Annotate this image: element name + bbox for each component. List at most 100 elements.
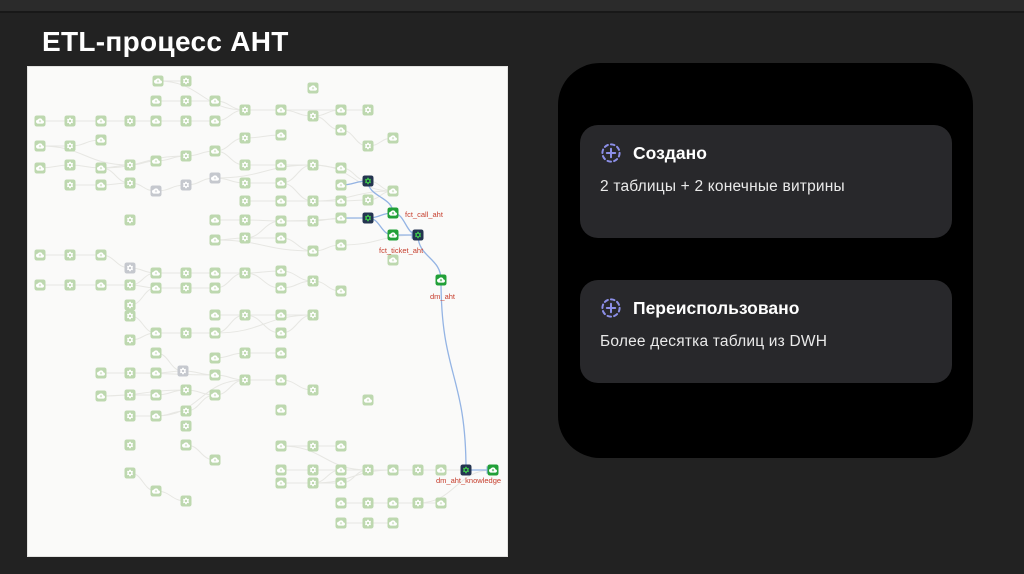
graph-node-cloud-icon[interactable] (387, 185, 399, 197)
graph-node-gear-icon[interactable] (180, 267, 192, 279)
graph-node-gear-icon[interactable] (307, 477, 319, 489)
graph-node-cloud-icon[interactable] (275, 347, 287, 359)
graph-node-cloud-icon[interactable] (34, 249, 46, 261)
graph-node-gear-icon[interactable] (239, 267, 251, 279)
graph-node-cloud-icon[interactable] (275, 195, 287, 207)
graph-node-gear-icon[interactable] (180, 282, 192, 294)
graph-node-cloud-icon[interactable] (335, 212, 347, 224)
graph-node-cloud-icon[interactable] (95, 179, 107, 191)
graph-node-cloud-icon[interactable] (362, 394, 374, 406)
graph-node-gear-icon[interactable] (180, 405, 192, 417)
graph-node-gear-icon[interactable] (124, 410, 136, 422)
graph-node-cloud-icon[interactable] (150, 485, 162, 497)
graph-node-gear-icon[interactable] (64, 249, 76, 261)
graph-node-gear-icon[interactable] (180, 179, 192, 191)
graph-node-cloud-icon[interactable] (95, 115, 107, 127)
graph-node-cloud-icon[interactable] (275, 477, 287, 489)
graph-node-gear-icon[interactable] (239, 232, 251, 244)
graph-node-cloud-icon[interactable] (209, 172, 221, 184)
graph-node-gear-icon[interactable] (64, 140, 76, 152)
graph-node-gear-icon[interactable] (412, 464, 424, 476)
graph-node-gear-icon[interactable] (124, 334, 136, 346)
graph-node-gear-icon[interactable] (239, 347, 251, 359)
graph-node-cloud-icon[interactable] (335, 195, 347, 207)
graph-node-cloud-icon[interactable] (275, 309, 287, 321)
graph-node-cloud-icon[interactable] (275, 177, 287, 189)
graph-node-gear-icon[interactable] (362, 517, 374, 529)
graph-node-cloud-icon[interactable] (150, 185, 162, 197)
graph-node-cloud-icon[interactable] (209, 115, 221, 127)
graph-node-cloud-icon[interactable] (209, 234, 221, 246)
graph-node-gear-icon[interactable] (239, 214, 251, 226)
graph-node-gear-icon[interactable] (307, 215, 319, 227)
graph-node-cloud-icon[interactable] (150, 347, 162, 359)
graph-node-gear-icon[interactable] (180, 327, 192, 339)
graph-node-cloud-icon[interactable] (387, 207, 399, 219)
graph-node-cloud-icon[interactable] (335, 179, 347, 191)
graph-node-cloud-icon[interactable] (152, 75, 164, 87)
graph-node-gear-icon[interactable] (239, 132, 251, 144)
graph-node-cloud-icon[interactable] (335, 285, 347, 297)
graph-node-gear-icon[interactable] (239, 309, 251, 321)
graph-node-cloud-icon[interactable] (95, 279, 107, 291)
graph-node-gear-icon[interactable] (307, 110, 319, 122)
graph-node-cloud-icon[interactable] (275, 327, 287, 339)
graph-node-cloud-icon[interactable] (209, 282, 221, 294)
graph-node-cloud-icon[interactable] (435, 274, 447, 286)
graph-node-cloud-icon[interactable] (275, 440, 287, 452)
graph-node-gear-icon[interactable] (307, 195, 319, 207)
graph-node-cloud-icon[interactable] (34, 140, 46, 152)
graph-node-gear-icon[interactable] (239, 159, 251, 171)
graph-node-gear-icon[interactable] (64, 115, 76, 127)
graph-node-gear-icon[interactable] (64, 159, 76, 171)
graph-node-gear-icon[interactable] (362, 212, 374, 224)
graph-node-cloud-icon[interactable] (275, 374, 287, 386)
graph-node-cloud-icon[interactable] (307, 82, 319, 94)
graph-node-cloud-icon[interactable] (209, 267, 221, 279)
graph-node-cloud-icon[interactable] (275, 232, 287, 244)
graph-node-cloud-icon[interactable] (209, 389, 221, 401)
graph-node-gear-icon[interactable] (307, 309, 319, 321)
graph-node-cloud-icon[interactable] (335, 162, 347, 174)
graph-node-cloud-icon[interactable] (209, 352, 221, 364)
graph-node-cloud-icon[interactable] (34, 162, 46, 174)
graph-node-cloud-icon[interactable] (435, 497, 447, 509)
graph-node-gear-icon[interactable] (412, 229, 424, 241)
etl-dag-panel[interactable]: fct_call_aht fct_ticket_aht dm_aht dm_aht_k… (27, 66, 508, 557)
graph-node-cloud-icon[interactable] (435, 464, 447, 476)
graph-node-gear-icon[interactable] (307, 440, 319, 452)
graph-node-cloud-icon[interactable] (150, 367, 162, 379)
graph-node-gear-icon[interactable] (307, 464, 319, 476)
graph-node-cloud-icon[interactable] (335, 104, 347, 116)
graph-node-cloud-icon[interactable] (275, 464, 287, 476)
graph-node-gear-icon[interactable] (362, 140, 374, 152)
graph-node-cloud-icon[interactable] (34, 279, 46, 291)
graph-node-cloud-icon[interactable] (335, 440, 347, 452)
graph-node-cloud-icon[interactable] (275, 129, 287, 141)
graph-node-cloud-icon[interactable] (335, 239, 347, 251)
graph-node-gear-icon[interactable] (180, 150, 192, 162)
graph-node-gear-icon[interactable] (307, 275, 319, 287)
graph-node-cloud-icon[interactable] (150, 115, 162, 127)
graph-node-gear-icon[interactable] (239, 195, 251, 207)
graph-node-cloud-icon[interactable] (150, 267, 162, 279)
graph-node-cloud-icon[interactable] (150, 327, 162, 339)
graph-node-cloud-icon[interactable] (95, 134, 107, 146)
graph-node-gear-icon[interactable] (307, 159, 319, 171)
graph-node-cloud-icon[interactable] (275, 159, 287, 171)
graph-node-gear-icon[interactable] (362, 464, 374, 476)
graph-node-gear-icon[interactable] (124, 389, 136, 401)
graph-node-gear-icon[interactable] (124, 177, 136, 189)
graph-node-gear-icon[interactable] (124, 299, 136, 311)
graph-node-cloud-icon[interactable] (335, 124, 347, 136)
graph-node-cloud-icon[interactable] (209, 309, 221, 321)
graph-node-cloud-icon[interactable] (209, 369, 221, 381)
graph-node-cloud-icon[interactable] (209, 214, 221, 226)
graph-node-cloud-icon[interactable] (335, 464, 347, 476)
graph-node-cloud-icon[interactable] (34, 115, 46, 127)
graph-node-cloud-icon[interactable] (387, 132, 399, 144)
graph-node-gear-icon[interactable] (124, 262, 136, 274)
graph-node-cloud-icon[interactable] (209, 95, 221, 107)
graph-node-gear-icon[interactable] (124, 439, 136, 451)
graph-node-cloud-icon[interactable] (150, 282, 162, 294)
